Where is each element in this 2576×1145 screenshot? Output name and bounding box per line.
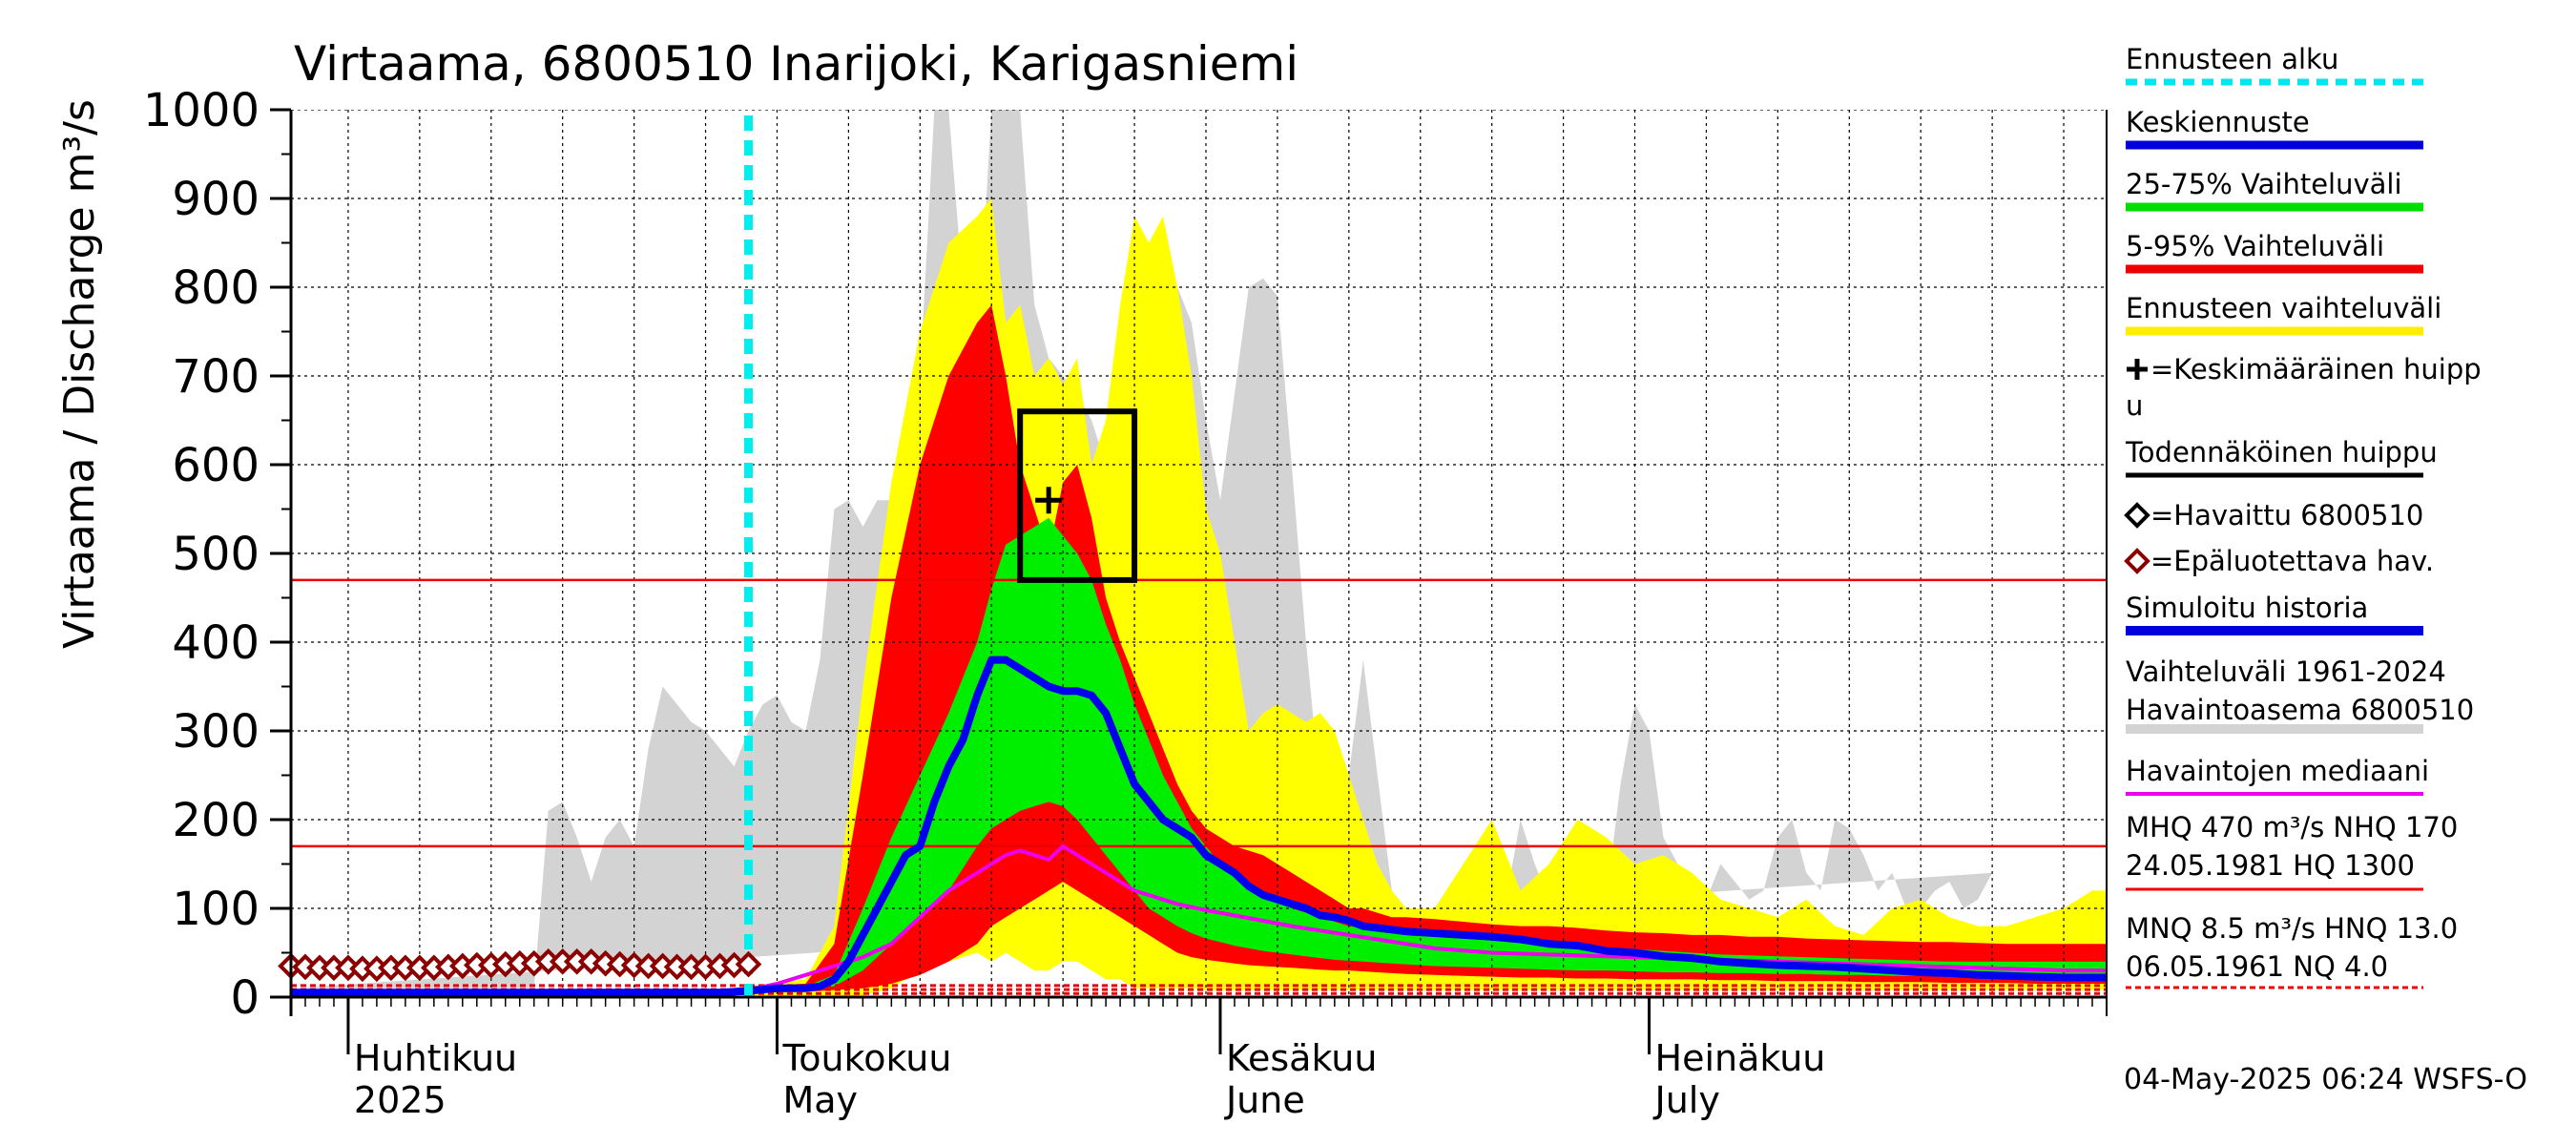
month-label-fi: Huhtikuu — [354, 1037, 517, 1079]
legend-label: Ennusteen alku — [2126, 43, 2338, 75]
y-axis-label: Virtaama / Discharge m³/s — [55, 99, 104, 649]
axes: 0 100 200 300 400 500 600 700 800 900 1000 Huhtikuu… — [143, 84, 2108, 1121]
legend-label-continued: 06.05.1961 NQ 4.0 — [2126, 950, 2388, 983]
y-tick-label: 300 — [172, 705, 260, 759]
probable-peak-box — [1017, 408, 1138, 583]
legend-label: MNQ 8.5 m³/s HNQ 13.0 — [2126, 912, 2458, 945]
footer-timestamp: 04-May-2025 06:24 WSFS-O — [2124, 1063, 2527, 1096]
legend-label: =Keskimääräinen huipp — [2150, 353, 2482, 385]
month-label-fi: Heinäkuu — [1655, 1037, 1826, 1079]
legend-swatch-diamond — [2124, 502, 2150, 529]
band-25-75-area — [748, 517, 2107, 990]
legend-label-continued: u — [2126, 389, 2143, 422]
y-tick-label: 200 — [172, 794, 260, 847]
legend-label: Havaintojen mediaani — [2126, 755, 2429, 787]
y-tick-label: 900 — [172, 173, 260, 226]
y-tick-label: 400 — [172, 616, 260, 670]
month-label-en: June — [1224, 1079, 1305, 1121]
y-tick-label: 700 — [172, 350, 260, 404]
legend-label-continued: 24.05.1981 HQ 1300 — [2126, 849, 2415, 882]
y-tick-label: 500 — [172, 528, 260, 581]
month-label-fi: Kesäkuu — [1226, 1037, 1378, 1079]
legend-label: Ennusteen vaihteluväli — [2126, 292, 2441, 324]
unreliable-observation-marker — [735, 950, 762, 978]
legend-label: MHQ 470 m³/s NHQ 170 — [2126, 811, 2458, 843]
plot-content — [291, 110, 2107, 997]
legend-label: 5-95% Vaihteluväli — [2126, 230, 2384, 262]
legend: Ennusteen alku Keskiennuste 25-75% Vaihtel… — [2124, 43, 2482, 989]
y-tick-label: 0 — [230, 971, 260, 1025]
chart-title: Virtaama, 6800510 Inarijoki, Karigasniem… — [294, 36, 1298, 92]
legend-label: =Havaittu 6800510 — [2150, 499, 2423, 531]
mean-peak-marker — [1035, 487, 1063, 514]
y-tick-label: 800 — [172, 261, 260, 315]
legend-swatch-plus — [2127, 359, 2148, 380]
legend-label: Vaihteluväli 1961-2024 — [2126, 656, 2446, 688]
plot-area — [278, 110, 2107, 997]
legend-swatch-diamond — [2124, 548, 2150, 574]
legend-label: 25-75% Vaihteluväli — [2126, 168, 2402, 200]
y-tick-label: 1000 — [143, 84, 260, 137]
mean-forecast-line — [291, 656, 2107, 997]
legend-label: Simuloitu historia — [2126, 592, 2368, 624]
month-label-fi: Toukokuu — [781, 1037, 951, 1079]
month-label-en: May — [782, 1079, 858, 1121]
legend-label: Todennäköinen huippu — [2125, 436, 2438, 468]
legend-label: Keskiennuste — [2126, 106, 2310, 138]
y-tick-label: 600 — [172, 439, 260, 492]
legend-label-continued: Havaintoasema 6800510 — [2126, 694, 2474, 726]
legend-label: =Epäluotettava hav. — [2150, 545, 2434, 577]
month-label-en: 2025 — [354, 1079, 447, 1121]
y-tick-label: 100 — [172, 883, 260, 936]
month-label-en: July — [1653, 1079, 1720, 1121]
